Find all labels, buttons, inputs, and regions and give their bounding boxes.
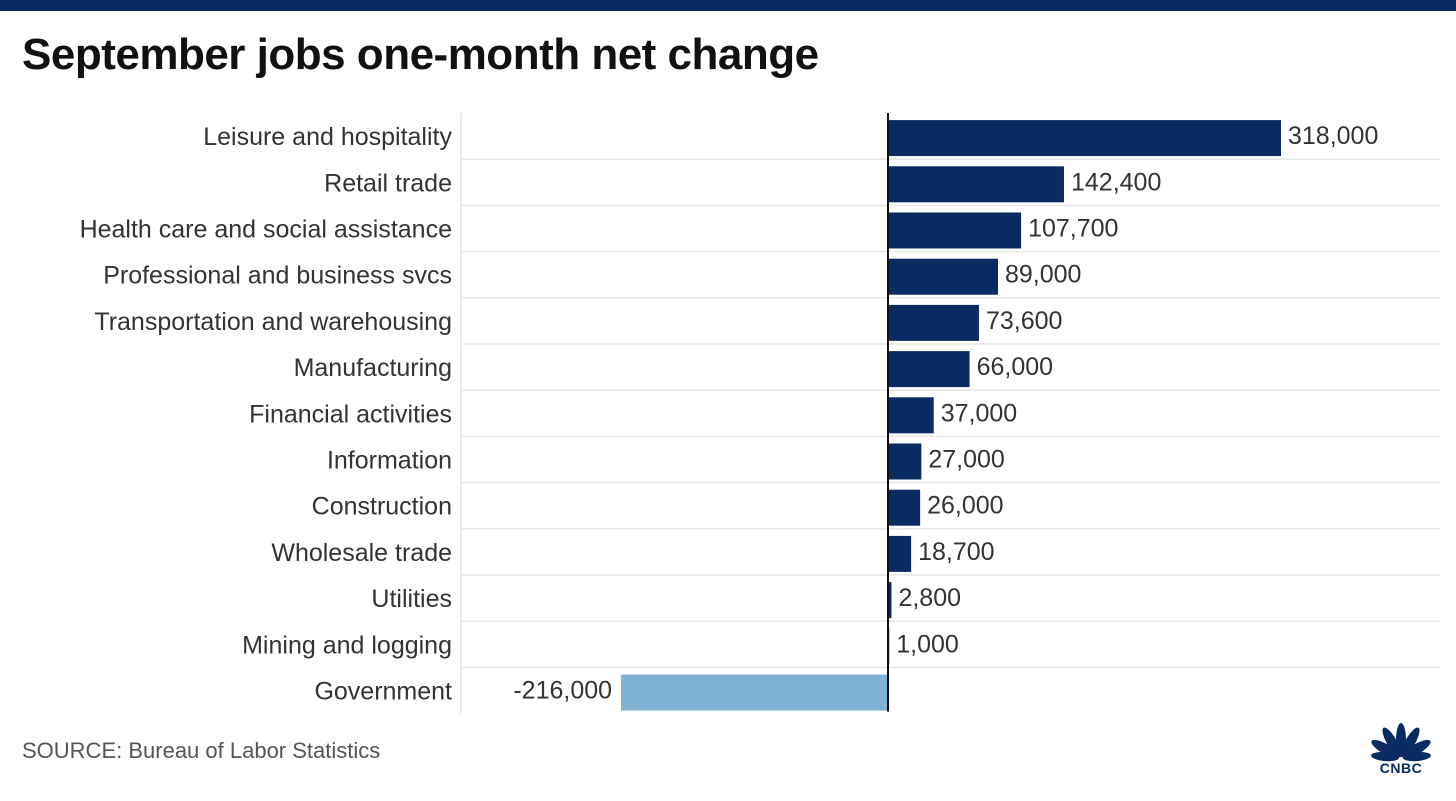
category-label: Manufacturing [294, 354, 452, 382]
bar [888, 120, 1281, 157]
category-label: Information [327, 447, 452, 475]
source-note: SOURCE: Bureau of Labor Statistics [22, 738, 381, 763]
category-label: Financial activities [249, 400, 452, 428]
value-label: 37,000 [941, 399, 1017, 427]
cnbc-peacock-logo [1371, 723, 1431, 762]
bar [888, 304, 979, 341]
category-label: Leisure and hospitality [203, 123, 452, 151]
value-label: 89,000 [1005, 261, 1081, 289]
bar [888, 258, 998, 295]
value-label: 2,800 [898, 584, 961, 612]
chart-title: September jobs one-month net change [22, 30, 819, 79]
value-label: 318,000 [1288, 122, 1378, 150]
category-label: Health care and social assistance [80, 216, 452, 244]
category-label: Mining and logging [242, 631, 452, 659]
value-label: 26,000 [927, 492, 1003, 520]
top-bar [0, 0, 1456, 11]
bar [888, 489, 921, 526]
gridlines [460, 113, 1440, 714]
category-labels: Leisure and hospitality Retail trade Healt… [80, 123, 453, 705]
value-label: -216,000 [513, 677, 612, 705]
category-label: Utilities [371, 585, 452, 613]
bar [888, 212, 1022, 249]
bar [621, 674, 888, 711]
value-label: 73,600 [986, 307, 1062, 335]
value-label: 18,700 [918, 538, 994, 566]
bar [888, 166, 1064, 203]
value-label: 66,000 [977, 353, 1053, 381]
value-label: 27,000 [928, 446, 1004, 474]
category-label: Professional and business svcs [103, 262, 452, 290]
category-label: Government [314, 678, 452, 706]
value-label: 1,000 [896, 630, 959, 658]
bars [621, 120, 1281, 711]
bar [888, 582, 892, 619]
bar [888, 535, 912, 572]
category-label: Wholesale trade [271, 539, 452, 567]
value-label: 107,700 [1028, 215, 1118, 243]
cnbc-logo-text: CNBC [1379, 760, 1423, 776]
value-label: 142,400 [1071, 168, 1161, 196]
category-label: Retail trade [324, 169, 452, 197]
bar [888, 397, 934, 434]
bar [888, 351, 970, 388]
bar [888, 443, 922, 480]
category-label: Construction [312, 493, 452, 521]
category-label: Transportation and warehousing [94, 308, 452, 336]
value-labels: 318,000 142,400 107,700 89,000 73,600 66,000 3… [513, 122, 1378, 704]
